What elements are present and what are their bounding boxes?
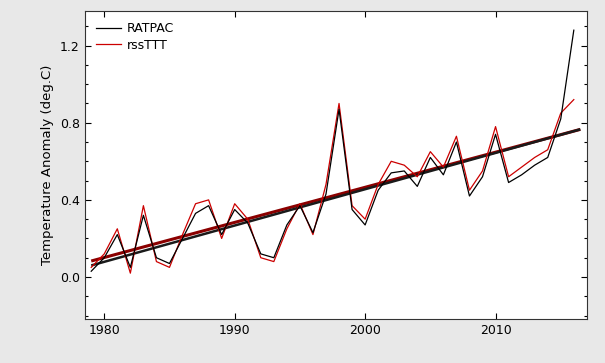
rssTTT [126, 271, 134, 275]
RATPAC [401, 169, 408, 173]
RATPAC [388, 171, 395, 175]
rssTTT [244, 217, 251, 221]
RATPAC [505, 180, 512, 185]
RATPAC [192, 211, 199, 216]
RATPAC [88, 269, 95, 273]
RATPAC [466, 194, 473, 198]
rssTTT [374, 182, 382, 187]
RATPAC [166, 261, 173, 266]
rssTTT [100, 252, 108, 256]
rssTTT [309, 232, 316, 237]
RATPAC [570, 28, 577, 32]
rssTTT [179, 232, 186, 237]
RATPAC [231, 207, 238, 212]
Line: rssTTT: rssTTT [91, 99, 574, 273]
RATPAC [126, 265, 134, 270]
rssTTT [140, 204, 147, 208]
rssTTT [270, 260, 278, 264]
rssTTT [570, 97, 577, 102]
RATPAC [100, 256, 108, 260]
RATPAC [309, 231, 316, 235]
rssTTT [505, 175, 512, 179]
RATPAC [153, 256, 160, 260]
RATPAC [218, 232, 225, 237]
RATPAC [414, 184, 421, 188]
rssTTT [296, 201, 304, 206]
Legend: RATPAC, rssTTT: RATPAC, rssTTT [91, 17, 180, 57]
rssTTT [518, 165, 525, 169]
rssTTT [348, 204, 356, 208]
RATPAC [296, 204, 304, 208]
RATPAC [557, 117, 564, 121]
RATPAC [531, 163, 538, 167]
rssTTT [257, 256, 264, 260]
rssTTT [218, 236, 225, 241]
RATPAC [374, 188, 382, 192]
rssTTT [362, 217, 369, 221]
RATPAC [257, 252, 264, 256]
rssTTT [388, 159, 395, 163]
rssTTT [153, 260, 160, 264]
RATPAC [479, 175, 486, 179]
RATPAC [492, 132, 499, 136]
RATPAC [205, 204, 212, 208]
RATPAC [544, 155, 551, 160]
RATPAC [440, 173, 447, 177]
rssTTT [557, 111, 564, 115]
rssTTT [531, 155, 538, 160]
Line: RATPAC: RATPAC [91, 30, 574, 271]
rssTTT [453, 134, 460, 138]
rssTTT [427, 150, 434, 154]
rssTTT [88, 265, 95, 270]
RATPAC [179, 236, 186, 241]
rssTTT [401, 163, 408, 167]
rssTTT [283, 227, 290, 231]
RATPAC [453, 140, 460, 144]
rssTTT [440, 165, 447, 169]
RATPAC [335, 107, 342, 111]
RATPAC [244, 221, 251, 225]
rssTTT [192, 201, 199, 206]
RATPAC [270, 256, 278, 260]
rssTTT [492, 125, 499, 129]
rssTTT [166, 265, 173, 270]
rssTTT [322, 182, 330, 187]
rssTTT [335, 101, 342, 106]
Y-axis label: Temperature Anomaly (deg.C): Temperature Anomaly (deg.C) [41, 65, 54, 265]
RATPAC [427, 155, 434, 160]
RATPAC [283, 223, 290, 227]
rssTTT [414, 175, 421, 179]
RATPAC [140, 213, 147, 217]
rssTTT [231, 201, 238, 206]
rssTTT [479, 169, 486, 173]
RATPAC [362, 223, 369, 227]
rssTTT [544, 147, 551, 152]
RATPAC [322, 192, 330, 196]
rssTTT [466, 188, 473, 192]
RATPAC [348, 207, 356, 212]
rssTTT [114, 227, 121, 231]
RATPAC [518, 173, 525, 177]
rssTTT [205, 198, 212, 202]
RATPAC [114, 232, 121, 237]
